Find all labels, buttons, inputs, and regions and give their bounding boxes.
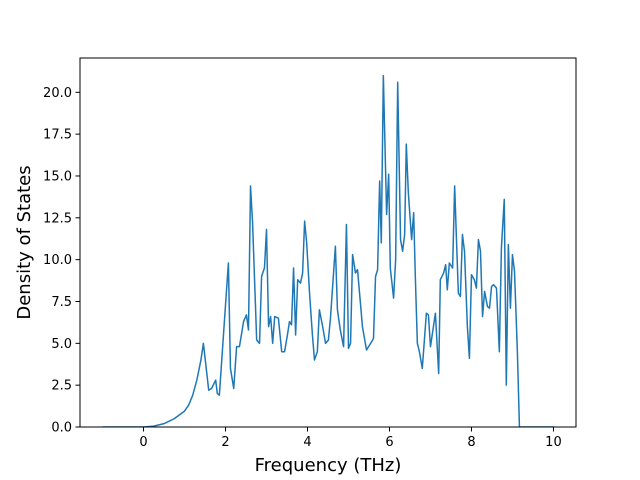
y-tick-label: 0.0 bbox=[51, 421, 72, 436]
x-tick-label: 0 bbox=[139, 435, 147, 450]
x-tick-label: 10 bbox=[545, 435, 562, 450]
x-tick-label: 6 bbox=[385, 435, 393, 450]
y-tick-label: 10.0 bbox=[43, 253, 72, 268]
y-axis-label: Density of States bbox=[14, 165, 35, 319]
plot-frame bbox=[79, 57, 577, 428]
y-tick-label: 17.5 bbox=[43, 128, 72, 143]
y-tick-label: 2.5 bbox=[51, 379, 72, 394]
x-tick-label: 4 bbox=[303, 435, 311, 450]
x-tick-label: 2 bbox=[221, 435, 229, 450]
y-tick-label: 12.5 bbox=[43, 211, 72, 226]
y-tick-label: 5.0 bbox=[51, 337, 72, 352]
x-tick-label: 8 bbox=[467, 435, 475, 450]
y-tick-label: 20.0 bbox=[43, 86, 72, 101]
data-line bbox=[102, 74, 554, 427]
x-axis-label: Frequency (THz) bbox=[255, 455, 402, 476]
y-tick-label: 15.0 bbox=[43, 169, 72, 184]
y-tick-label: 7.5 bbox=[51, 295, 72, 310]
